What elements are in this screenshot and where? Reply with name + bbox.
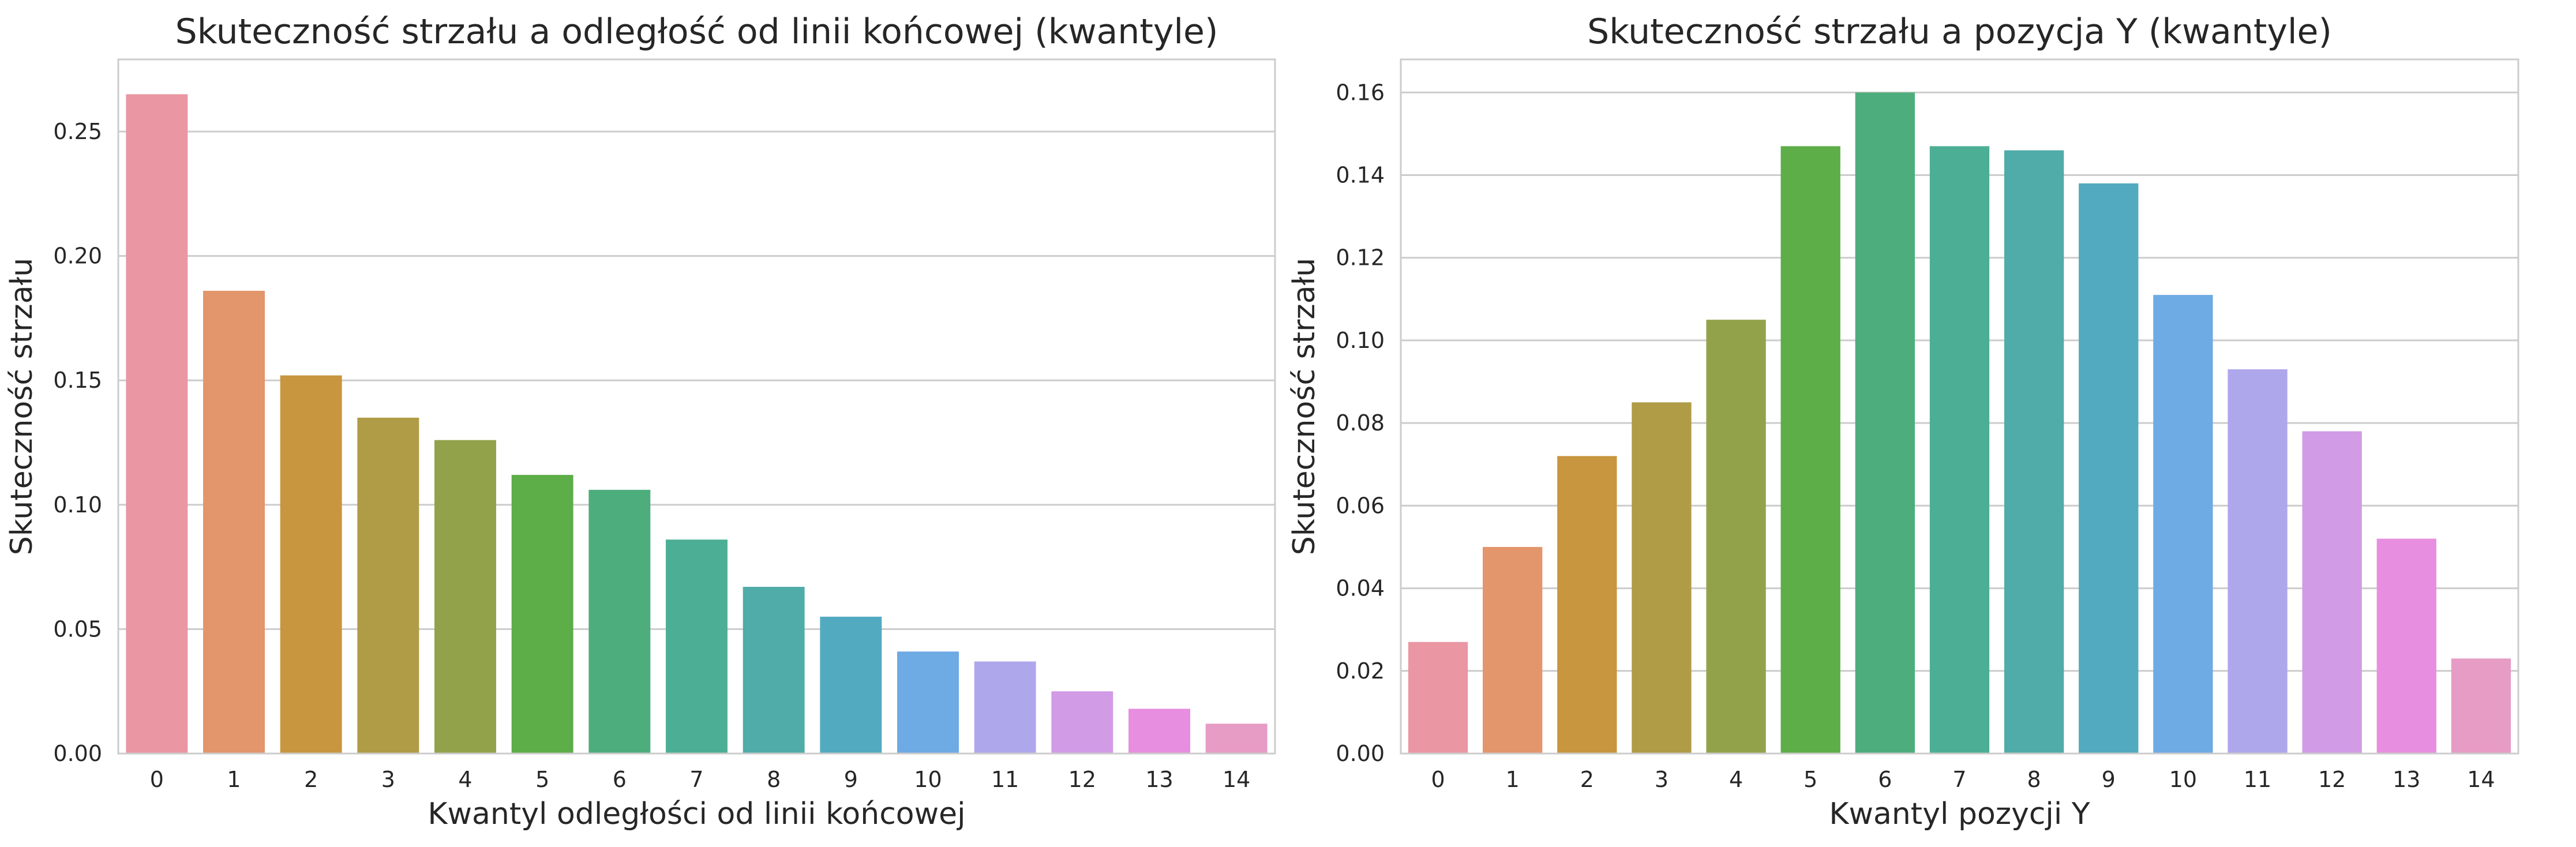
x-tick-label: 1 bbox=[1506, 767, 1520, 792]
y-tick-label: 0.04 bbox=[1336, 576, 1385, 601]
bar-8 bbox=[743, 587, 805, 754]
bar-1 bbox=[1483, 546, 1543, 754]
y-tick-label: 0.05 bbox=[53, 616, 102, 642]
bar-7 bbox=[666, 539, 728, 754]
x-tick-label: 3 bbox=[381, 767, 395, 792]
y-tick-label: 0.12 bbox=[1336, 245, 1385, 271]
x-tick-label: 4 bbox=[458, 767, 472, 792]
bar-2 bbox=[280, 375, 342, 754]
x-tick-label: 0 bbox=[1431, 767, 1445, 792]
x-tick-label: 9 bbox=[844, 767, 858, 792]
x-tick-label: 1 bbox=[227, 767, 241, 792]
y-tick-label: 0.06 bbox=[1336, 493, 1385, 518]
bar-4 bbox=[1706, 320, 1766, 754]
plot-frame bbox=[1400, 58, 2519, 755]
y-tick-label: 0.02 bbox=[1336, 658, 1385, 684]
x-tick-label: 8 bbox=[767, 767, 781, 792]
x-tick-label: 2 bbox=[304, 767, 318, 792]
x-tick-label: 3 bbox=[1655, 767, 1668, 792]
plot-frame bbox=[117, 58, 1276, 755]
bar-1 bbox=[203, 291, 265, 754]
bar-2 bbox=[1557, 456, 1617, 754]
bar-6 bbox=[588, 489, 651, 754]
x-axis-label: Kwantyl pozycji Y bbox=[1829, 797, 2090, 831]
bar-5 bbox=[1780, 146, 1840, 754]
x-tick-label: 5 bbox=[1803, 767, 1817, 792]
x-tick-label: 6 bbox=[1878, 767, 1892, 792]
bar-10 bbox=[897, 651, 959, 754]
y-axis-label: Skuteczność strzału bbox=[5, 258, 39, 555]
x-tick-label: 14 bbox=[2467, 767, 2495, 792]
x-tick-label: 10 bbox=[2169, 767, 2197, 792]
bar-13 bbox=[1128, 709, 1190, 754]
x-tick-label: 6 bbox=[613, 767, 627, 792]
chart-title: Skuteczność strzału a odległość od linii… bbox=[175, 12, 1218, 52]
x-tick-label: 0 bbox=[150, 767, 164, 792]
bar-6 bbox=[1855, 92, 1915, 754]
y-axis-label: Skuteczność strzału bbox=[1287, 258, 1322, 555]
y-tick-label: 0.00 bbox=[1336, 741, 1385, 766]
x-tick-label: 12 bbox=[1068, 767, 1096, 792]
chart-title: Skuteczność strzału a pozycja Y (kwantyl… bbox=[1587, 12, 2332, 52]
bar-11 bbox=[2228, 369, 2288, 754]
x-tick-label: 7 bbox=[689, 767, 703, 792]
bar-14 bbox=[2451, 658, 2511, 754]
bar-14 bbox=[1205, 724, 1268, 754]
left-chart: 0.000.050.100.150.200.250 1 2 3 4 5 6 7 8 9 10 11 12… bbox=[5, 12, 1276, 831]
x-tick-label: 5 bbox=[535, 767, 549, 792]
y-tick-label: 0.00 bbox=[53, 741, 102, 766]
bar-8 bbox=[2004, 150, 2064, 754]
bar-9 bbox=[820, 616, 882, 754]
x-tick-label: 12 bbox=[2318, 767, 2346, 792]
x-tick-label: 13 bbox=[1145, 767, 1173, 792]
y-tick-label: 0.10 bbox=[1336, 328, 1385, 353]
bar-5 bbox=[511, 475, 573, 754]
y-tick-label: 0.15 bbox=[53, 368, 102, 393]
bar-11 bbox=[974, 661, 1036, 754]
bar-7 bbox=[1929, 146, 1990, 754]
x-tick-label: 11 bbox=[2244, 767, 2271, 792]
y-tick-label: 0.16 bbox=[1336, 80, 1385, 105]
y-tick-label: 0.10 bbox=[53, 492, 102, 518]
bar-3 bbox=[1632, 402, 1692, 754]
bar-9 bbox=[2079, 183, 2139, 754]
right-chart: 0.000.020.040.060.080.100.120.140.160 1 2 3… bbox=[1287, 12, 2519, 831]
y-tick-label: 0.14 bbox=[1336, 163, 1385, 188]
y-tick-label: 0.20 bbox=[53, 243, 102, 269]
x-tick-label: 7 bbox=[1952, 767, 1966, 792]
x-axis-label: Kwantyl odległości od linii końcowej bbox=[428, 797, 965, 831]
y-tick-label: 0.08 bbox=[1336, 410, 1385, 436]
x-tick-label: 9 bbox=[2102, 767, 2116, 792]
bar-0 bbox=[126, 94, 188, 754]
x-tick-label: 4 bbox=[1729, 767, 1743, 792]
bar-3 bbox=[357, 417, 419, 754]
x-tick-label: 14 bbox=[1223, 767, 1250, 792]
x-tick-label: 10 bbox=[914, 767, 942, 792]
bar-0 bbox=[1408, 642, 1468, 754]
bar-12 bbox=[1051, 691, 1113, 754]
bar-12 bbox=[2302, 431, 2362, 754]
y-tick-label: 0.25 bbox=[53, 119, 102, 144]
x-tick-label: 11 bbox=[991, 767, 1019, 792]
x-tick-label: 13 bbox=[2393, 767, 2420, 792]
bar-13 bbox=[2376, 538, 2436, 754]
bar-4 bbox=[434, 440, 496, 754]
x-tick-label: 8 bbox=[2027, 767, 2041, 792]
bar-10 bbox=[2153, 295, 2213, 754]
x-tick-label: 2 bbox=[1580, 767, 1594, 792]
